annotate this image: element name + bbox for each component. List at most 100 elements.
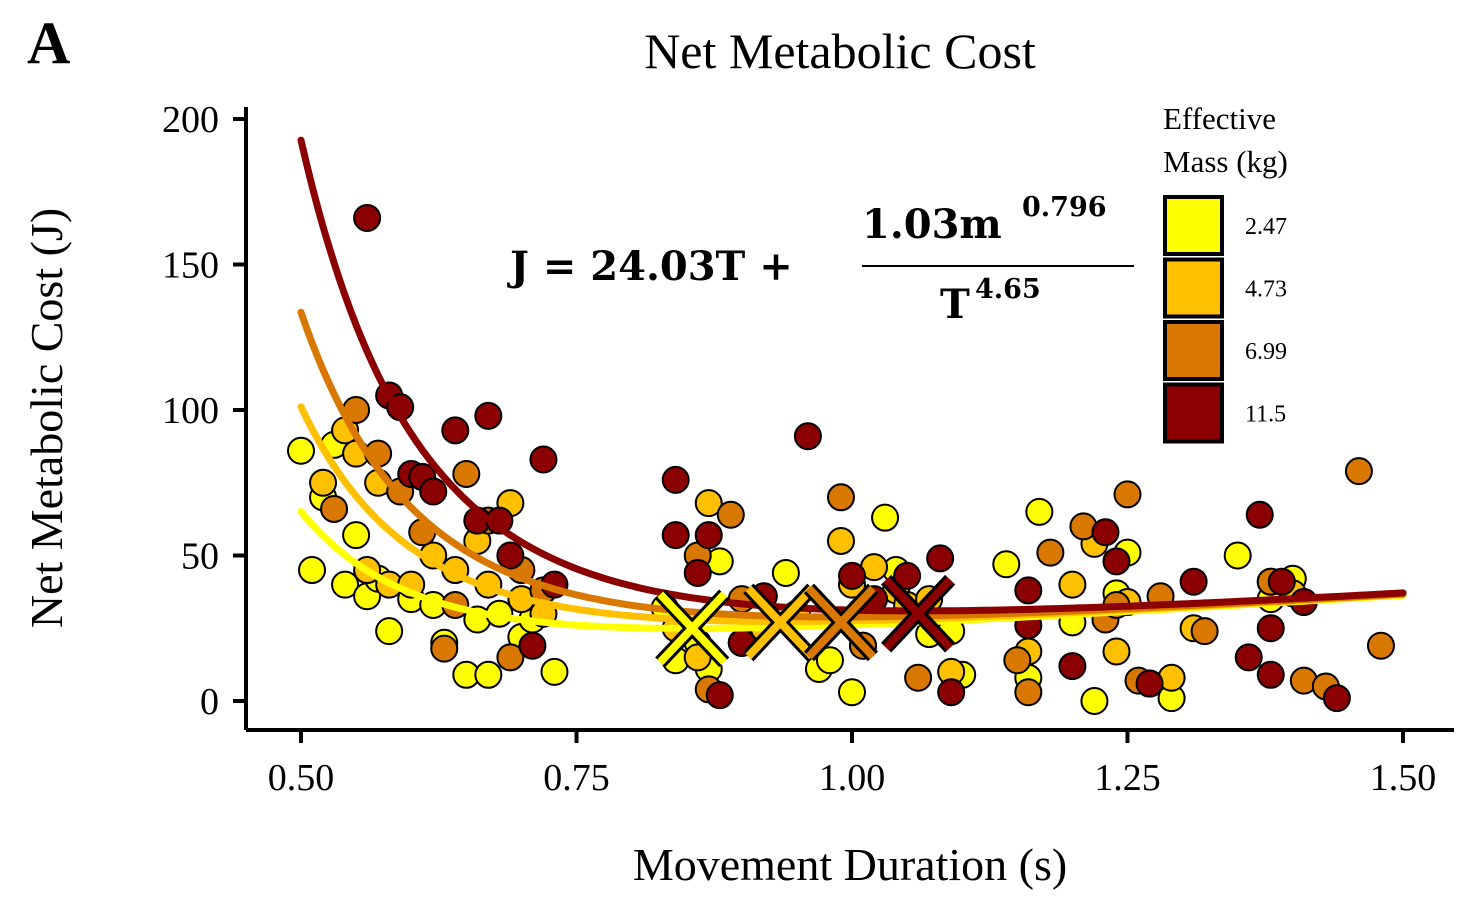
data-point <box>1322 684 1351 713</box>
equation-denominator-exponent: 4.65 <box>975 274 1041 305</box>
x-tick-label: 0.50 <box>268 757 335 799</box>
data-point <box>1267 567 1296 596</box>
chart-title: Net Metabolic Cost <box>644 23 1036 79</box>
y-tick-label: 150 <box>162 245 219 287</box>
data-point <box>1102 637 1131 666</box>
data-point <box>1344 457 1373 486</box>
data-point <box>353 203 382 232</box>
data-point <box>496 643 525 672</box>
data-point <box>1234 643 1263 672</box>
y-ticks: 0 50 100 150 200 <box>162 99 246 723</box>
equation-numerator-exponent: 0.796 <box>1022 192 1107 223</box>
legend-key-label: 2.47 <box>1245 214 1287 240</box>
data-point <box>793 422 822 451</box>
data-point <box>771 558 800 587</box>
data-point <box>926 544 955 573</box>
data-point <box>287 436 315 465</box>
data-point <box>474 660 503 689</box>
data-point <box>838 561 866 590</box>
data-point <box>452 460 481 489</box>
data-point <box>838 678 866 707</box>
model-equation: J = 24.03T + 1.03m 0.796 T 4.65 <box>507 192 1134 328</box>
data-point <box>1223 541 1252 570</box>
axes: 0.50 0.75 1.00 1.25 1.50 0 50 100 150 200 <box>162 99 1454 799</box>
legend-key-label: 4.73 <box>1245 277 1287 303</box>
data-point <box>1058 570 1087 599</box>
data-point <box>1245 500 1274 529</box>
data-point <box>661 465 690 494</box>
data-point <box>694 521 723 550</box>
data-point <box>1102 547 1131 576</box>
optimum-markers <box>655 574 956 668</box>
data-point <box>904 663 933 692</box>
data-point <box>1190 617 1219 646</box>
data-point <box>826 483 855 512</box>
legend-title-line2: Mass (kg) <box>1163 144 1288 179</box>
data-point <box>342 521 371 550</box>
y-tick-label: 200 <box>162 99 219 141</box>
data-point <box>1080 687 1109 715</box>
x-axis-title: Movement Duration (s) <box>633 839 1067 890</box>
data-point <box>815 646 844 675</box>
data-point <box>309 468 338 497</box>
data-point <box>716 500 745 529</box>
legend-title-line1: Effective <box>1163 101 1276 136</box>
data-point <box>529 445 558 474</box>
data-point <box>705 681 734 710</box>
legend-key-swatch <box>1163 320 1224 381</box>
equation-lhs: J = 24.03T + <box>507 243 793 290</box>
equation-numerator-base: 1.03m <box>862 201 1002 248</box>
optimum-x-marker <box>745 585 816 660</box>
x-tick-label: 1.50 <box>1370 757 1437 799</box>
y-tick-label: 0 <box>200 681 219 723</box>
data-point <box>1036 538 1065 567</box>
data-point <box>893 561 922 590</box>
data-point <box>694 489 723 518</box>
data-point <box>419 477 448 506</box>
data-point <box>1003 646 1032 675</box>
legend: Effective Mass (kg) 2.47 4.73 6.99 11.5 <box>1163 101 1288 444</box>
data-point <box>1058 652 1087 681</box>
data-point <box>430 634 459 663</box>
data-point <box>1014 678 1043 707</box>
legend-key-label: 11.5 <box>1245 402 1286 428</box>
data-point <box>992 550 1021 579</box>
data-point <box>375 617 404 646</box>
data-point <box>937 678 966 707</box>
data-point <box>683 558 712 587</box>
data-point <box>298 556 327 585</box>
legend-key-swatch <box>1163 195 1224 256</box>
data-point <box>1014 576 1043 605</box>
data-point <box>540 657 569 686</box>
data-point <box>1366 631 1395 660</box>
optimum-x-marker <box>806 585 876 660</box>
data-point <box>1025 497 1054 526</box>
optimum-x-marker <box>883 576 954 651</box>
panel-label: A <box>27 10 70 76</box>
legend-key-swatch <box>1163 382 1224 444</box>
x-tick-label: 1.25 <box>1094 757 1161 799</box>
data-point <box>320 494 349 523</box>
legend-key-label: 6.99 <box>1245 339 1287 365</box>
data-point <box>1135 669 1164 698</box>
data-point <box>496 541 525 570</box>
x-ticks: 0.50 0.75 1.00 1.25 1.50 <box>268 730 1437 799</box>
data-point <box>661 521 690 550</box>
data-point <box>518 631 547 660</box>
data-point <box>1091 518 1120 547</box>
data-point <box>331 570 360 599</box>
legend-key-swatch <box>1163 257 1224 319</box>
y-axis-title: Net Metabolic Cost (J) <box>21 208 72 628</box>
x-tick-label: 0.75 <box>543 757 610 799</box>
optimum-x-marker <box>657 591 728 665</box>
equation-denominator-base: T <box>940 281 970 328</box>
data-point <box>1179 567 1208 596</box>
data-point <box>871 503 900 532</box>
data-point <box>826 526 855 555</box>
data-point <box>1256 660 1285 689</box>
x-tick-label: 1.00 <box>819 757 886 799</box>
y-tick-label: 50 <box>181 536 219 578</box>
data-point <box>1256 614 1285 643</box>
data-point <box>1113 480 1142 509</box>
